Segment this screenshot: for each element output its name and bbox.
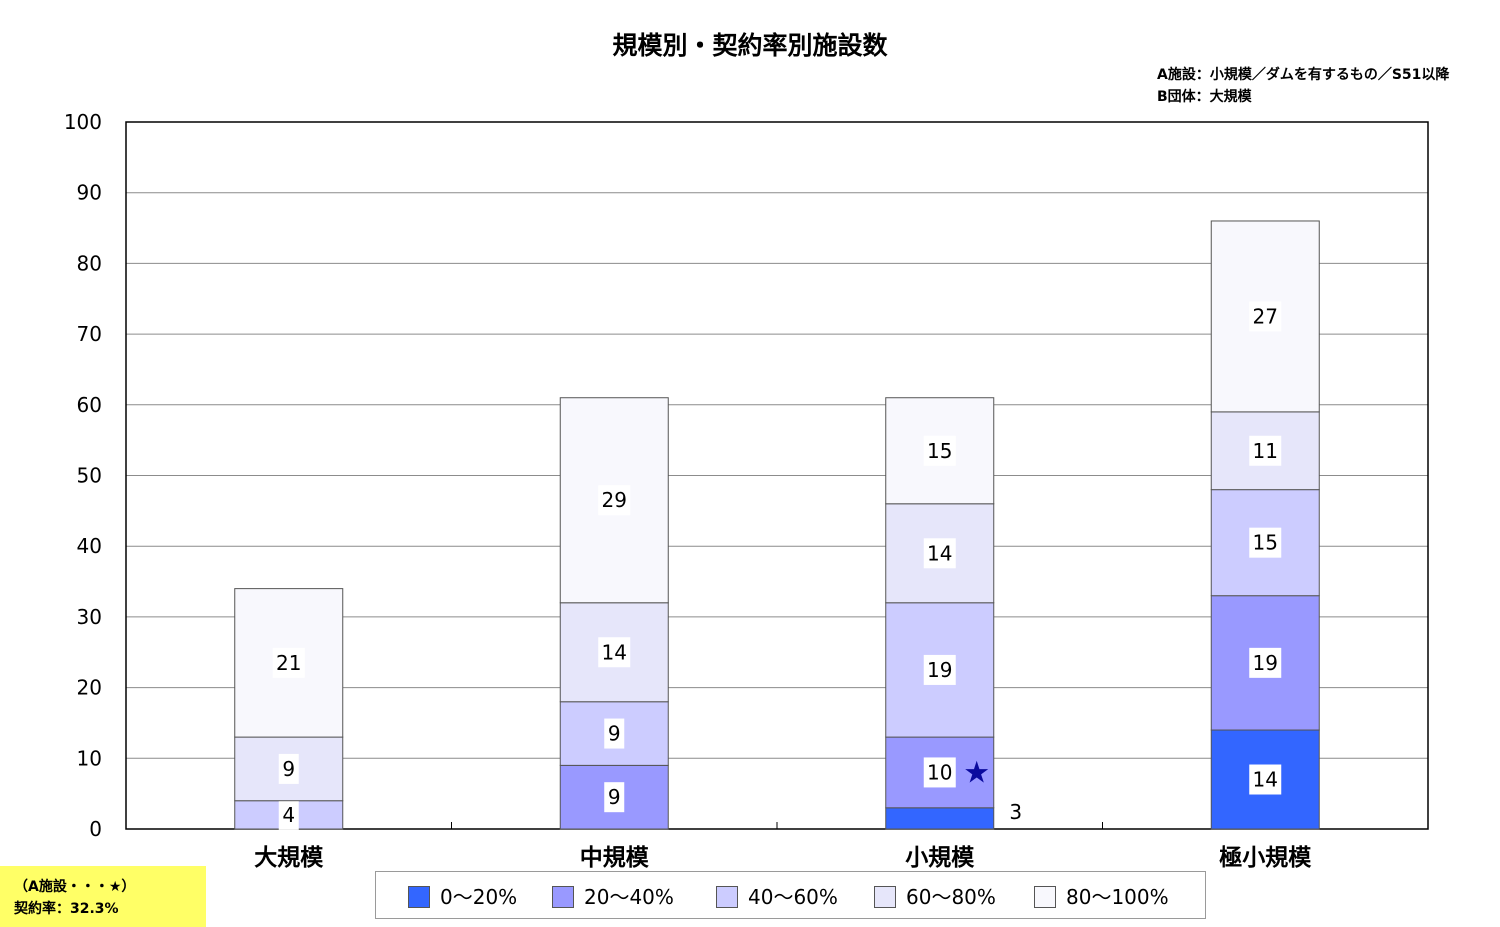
data-label: 9 bbox=[608, 785, 621, 809]
data-label: 9 bbox=[608, 722, 621, 746]
x-category-label: 小規模 bbox=[905, 845, 975, 870]
legend-swatch bbox=[408, 886, 430, 908]
data-label: 19 bbox=[927, 658, 952, 682]
y-tick-label: 20 bbox=[77, 676, 102, 700]
data-label: 15 bbox=[927, 439, 952, 463]
callout-label: （A施設・・・★） bbox=[14, 879, 136, 895]
data-label-background bbox=[923, 654, 956, 685]
legend: 0〜20% 20〜40% 40〜60% 60〜80% 80〜100% bbox=[375, 871, 1206, 919]
callout-box: （A施設・・・★） 契約率：32.3% bbox=[0, 866, 206, 927]
data-label-background bbox=[1249, 764, 1282, 795]
legend-label: 40〜60% bbox=[748, 885, 838, 909]
data-label-background bbox=[598, 637, 631, 668]
data-label-background bbox=[278, 799, 299, 830]
data-label-background bbox=[923, 757, 956, 788]
y-tick-label: 50 bbox=[77, 464, 102, 488]
y-tick-label: 30 bbox=[77, 605, 102, 629]
bar-segment bbox=[885, 807, 995, 830]
data-label-background bbox=[272, 647, 305, 678]
data-label-background bbox=[604, 718, 625, 749]
data-label: 11 bbox=[1253, 439, 1278, 463]
y-tick-label: 80 bbox=[77, 251, 102, 275]
y-tick-label: 90 bbox=[77, 181, 102, 205]
data-label-background bbox=[1249, 435, 1282, 466]
legend-swatch bbox=[874, 886, 896, 908]
note-b-organization: B団体：大規模 bbox=[1157, 89, 1252, 105]
data-label-background bbox=[1249, 647, 1282, 678]
legend-swatch bbox=[1034, 886, 1056, 908]
x-category-label: 中規模 bbox=[580, 845, 650, 870]
y-tick-label: 10 bbox=[77, 746, 102, 770]
chart-plot: 0 10 20 30 40 50 60 70 80 90 100 4 9 21 大規模 9 9 14 29 中規模 3 1… bbox=[64, 110, 1429, 870]
data-label: 9 bbox=[282, 757, 295, 781]
data-label: 27 bbox=[1253, 304, 1278, 328]
data-label: 19 bbox=[1253, 651, 1278, 675]
y-tick-label: 60 bbox=[77, 393, 102, 417]
y-tick-label: 100 bbox=[64, 110, 102, 134]
legend-label: 80〜100% bbox=[1066, 885, 1169, 909]
legend-swatch bbox=[716, 886, 738, 908]
data-label: 21 bbox=[276, 651, 301, 675]
data-label-background bbox=[604, 782, 625, 813]
y-tick-label: 40 bbox=[77, 534, 102, 558]
data-label-background bbox=[278, 753, 299, 784]
callout-rate: 契約率：32.3% bbox=[14, 901, 119, 917]
data-label: 15 bbox=[1253, 531, 1278, 555]
legend-swatch bbox=[552, 886, 574, 908]
data-label: 4 bbox=[282, 803, 295, 827]
x-category-label: 大規模 bbox=[254, 845, 324, 870]
data-label: 14 bbox=[1253, 768, 1278, 792]
data-label: 3 bbox=[1009, 800, 1022, 824]
chart-title: 規模別・契約率別施設数 bbox=[612, 31, 888, 60]
data-label: 10 bbox=[927, 760, 952, 784]
star-marker-icon: ★ bbox=[963, 755, 990, 790]
data-label-background bbox=[598, 485, 631, 516]
data-label-background bbox=[1249, 301, 1282, 332]
data-label: 29 bbox=[602, 488, 627, 512]
data-label-background bbox=[923, 538, 956, 569]
legend-label: 60〜80% bbox=[906, 885, 996, 909]
legend-label: 20〜40% bbox=[584, 885, 674, 909]
data-label: 14 bbox=[927, 541, 952, 565]
data-label-background bbox=[1249, 527, 1282, 558]
y-tick-label: 70 bbox=[77, 322, 102, 346]
data-label-background bbox=[923, 435, 956, 466]
note-a-facility: A施設：小規模／ダムを有するもの／S51以降 bbox=[1157, 67, 1450, 83]
data-label: 14 bbox=[602, 640, 627, 664]
x-category-label: 極小規模 bbox=[1219, 844, 1312, 870]
legend-label: 0〜20% bbox=[440, 885, 518, 909]
y-tick-label: 0 bbox=[89, 817, 102, 841]
